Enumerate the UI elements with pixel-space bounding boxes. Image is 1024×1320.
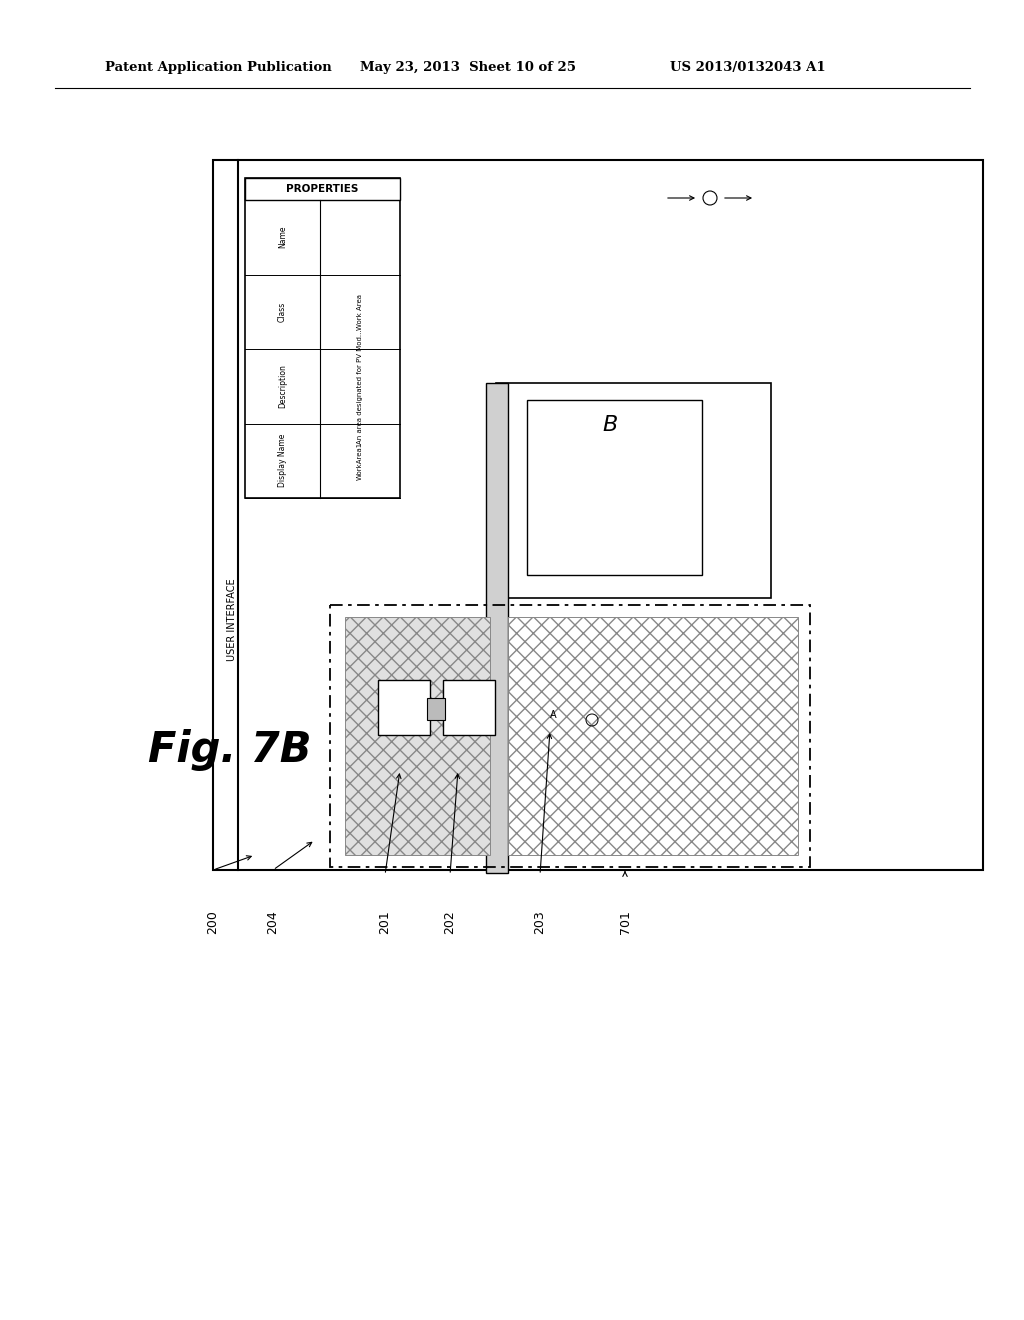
Text: May 23, 2013  Sheet 10 of 25: May 23, 2013 Sheet 10 of 25 [360, 62, 575, 74]
Text: Class: Class [278, 302, 287, 322]
Text: WorkArea1: WorkArea1 [357, 442, 362, 480]
Bar [213, 160, 983, 870]
Bar [486, 383, 508, 873]
Text: USER INTERFACE: USER INTERFACE [227, 578, 237, 661]
Text: 203: 203 [534, 909, 547, 933]
Text: 204: 204 [266, 909, 280, 933]
Text: Work Area: Work Area [357, 294, 362, 330]
Text: B: B [602, 414, 617, 436]
Text: Patent Application Publication: Patent Application Publication [105, 62, 332, 74]
Text: PROPERTIES: PROPERTIES [287, 183, 358, 194]
Bar [496, 383, 771, 598]
Text: Fig. 7B: Fig. 7B [148, 729, 311, 771]
Text: Description: Description [278, 364, 287, 408]
Bar [527, 400, 702, 576]
Text: 201: 201 [379, 909, 391, 933]
Text: An area designated for PV Mod...: An area designated for PV Mod... [357, 329, 362, 444]
Bar [345, 616, 490, 855]
Bar [330, 605, 810, 867]
Bar [378, 680, 430, 735]
Text: A: A [550, 710, 556, 719]
Bar [245, 178, 400, 201]
Text: Name: Name [278, 226, 287, 248]
Text: Display Name: Display Name [278, 434, 287, 487]
Text: 701: 701 [618, 909, 632, 933]
Bar [427, 698, 445, 719]
Text: US 2013/0132043 A1: US 2013/0132043 A1 [670, 62, 825, 74]
Bar [245, 178, 400, 498]
Text: 202: 202 [443, 909, 457, 933]
Bar [508, 616, 798, 855]
Text: 200: 200 [207, 909, 219, 933]
Bar [443, 680, 495, 735]
